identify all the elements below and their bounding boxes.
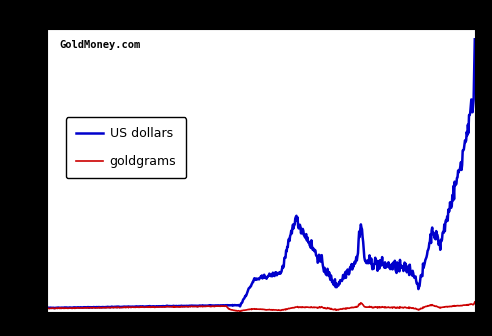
US dollars bbox=[138, 305, 144, 309]
Line: US dollars: US dollars bbox=[47, 39, 475, 308]
goldgrams bbox=[174, 305, 180, 309]
US dollars bbox=[368, 261, 373, 265]
goldgrams bbox=[452, 304, 458, 308]
goldgrams bbox=[44, 306, 50, 310]
goldgrams bbox=[472, 300, 478, 304]
goldgrams bbox=[237, 309, 243, 313]
Legend: US dollars, goldgrams: US dollars, goldgrams bbox=[66, 117, 186, 178]
Line: goldgrams: goldgrams bbox=[47, 302, 475, 311]
US dollars bbox=[51, 306, 57, 310]
US dollars bbox=[174, 304, 180, 308]
goldgrams bbox=[438, 305, 444, 309]
US dollars bbox=[438, 238, 444, 242]
US dollars bbox=[472, 37, 478, 41]
US dollars bbox=[261, 275, 267, 279]
US dollars bbox=[452, 183, 458, 187]
goldgrams bbox=[261, 307, 267, 311]
goldgrams bbox=[137, 305, 143, 309]
US dollars bbox=[44, 306, 50, 310]
goldgrams bbox=[368, 305, 373, 309]
Text: GoldMoney.com: GoldMoney.com bbox=[60, 40, 141, 50]
